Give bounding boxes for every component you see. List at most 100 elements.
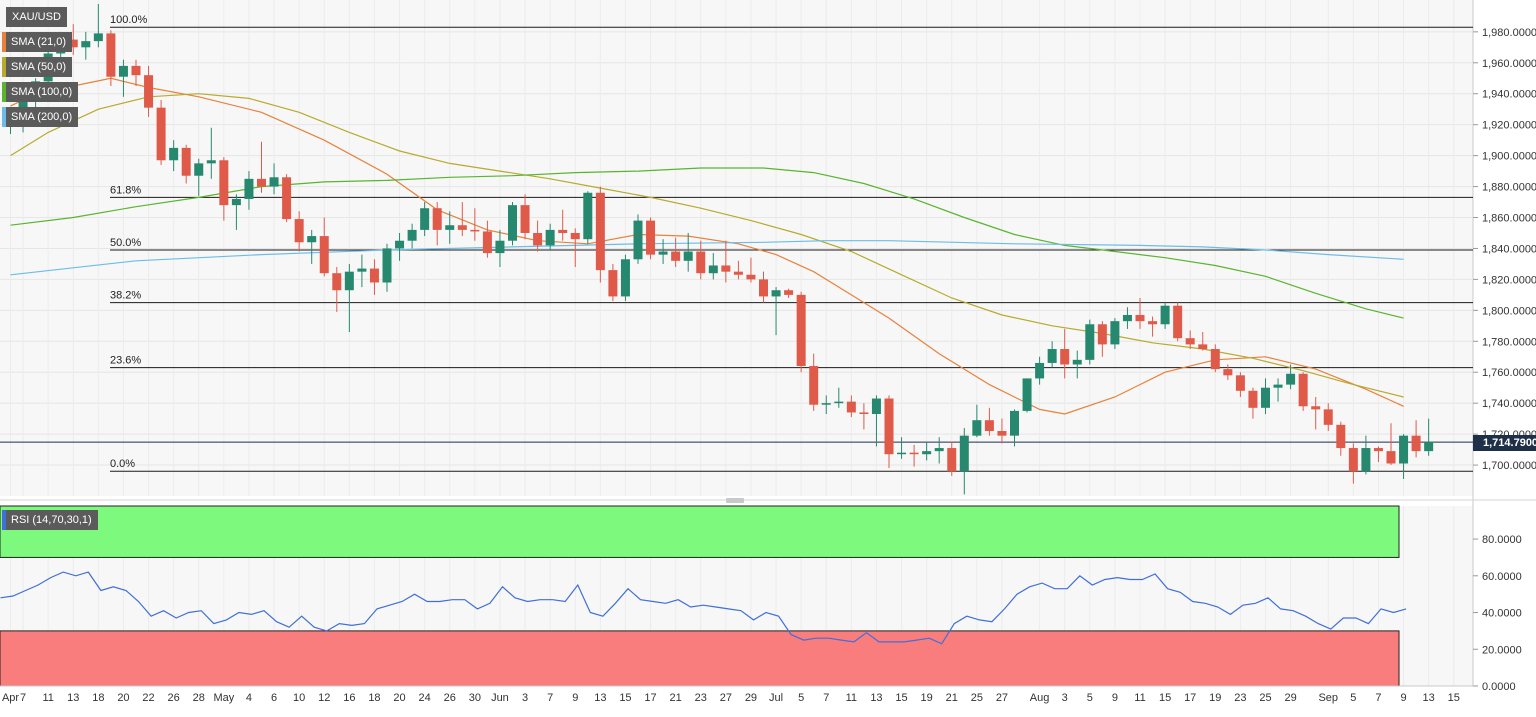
candle <box>1060 328 1070 379</box>
candle-body <box>1273 384 1283 388</box>
x-tick-label: 30 <box>469 692 481 704</box>
y-tick-label: 1,880.0000 <box>1482 182 1536 194</box>
candle-body <box>759 279 768 297</box>
candle-body <box>319 236 329 274</box>
candle <box>708 253 718 280</box>
sma200-line <box>10 240 1404 276</box>
x-tick-label: 23 <box>1234 692 1246 704</box>
candle <box>846 395 856 418</box>
candle <box>809 353 819 411</box>
candle-body <box>332 273 342 291</box>
sma-100-legend[interactable]: SMA (100,0) <box>2 82 79 102</box>
candle <box>696 240 706 280</box>
sma21-line <box>10 77 1404 415</box>
candle <box>1097 321 1107 357</box>
x-tick-label: 15 <box>1159 692 1171 704</box>
candle-body <box>206 160 216 164</box>
candle-body <box>1248 390 1258 408</box>
candle-body <box>1072 359 1082 365</box>
rsi-legend[interactable]: RSI (14,70,30,1) <box>2 510 98 530</box>
candle <box>1223 364 1233 380</box>
candle <box>144 65 154 117</box>
candle <box>407 223 417 249</box>
candle <box>1311 396 1321 430</box>
candle-body <box>746 274 756 280</box>
candle-body <box>369 268 379 283</box>
candle-body <box>1311 406 1321 410</box>
sma-200-legend[interactable]: SMA (200,0) <box>2 107 79 127</box>
x-tick-label: 29 <box>745 692 757 704</box>
candle-body <box>708 265 718 274</box>
x-tick-label: 7 <box>547 692 553 704</box>
candle <box>432 202 442 246</box>
x-tick-label: 11 <box>1134 692 1145 704</box>
candle-body <box>784 290 794 295</box>
candle <box>257 141 266 193</box>
candle <box>984 407 994 436</box>
candle <box>1424 418 1434 456</box>
candle-body <box>984 420 994 432</box>
candle <box>746 257 756 283</box>
candle <box>620 254 630 302</box>
x-tick-label: 21 <box>670 692 682 704</box>
sma-21-legend[interactable]: SMA (21,0) <box>2 32 73 52</box>
candle <box>470 208 480 241</box>
candle-body <box>1348 448 1358 472</box>
candle-body <box>219 160 229 206</box>
candle-body <box>81 41 91 48</box>
candle <box>169 140 179 172</box>
fib-level-label: 61.8% <box>110 184 141 196</box>
x-tick-label: 15 <box>619 692 631 704</box>
x-tick-label: 3 <box>522 692 528 704</box>
candle <box>445 211 455 244</box>
y-tick-label: 1,860.0000 <box>1482 213 1536 225</box>
rsi-line <box>0 571 1407 645</box>
candle <box>533 220 543 252</box>
candle-body <box>871 398 881 414</box>
candle-body <box>420 208 430 230</box>
candle-body <box>922 451 932 455</box>
x-tick-label: 19 <box>921 692 933 704</box>
fib-level-label: 100.0% <box>110 14 148 26</box>
candle <box>307 229 317 264</box>
candle-body <box>1122 314 1132 322</box>
candle-body <box>294 219 304 243</box>
rsi-oversold-zone <box>0 630 1400 687</box>
candle-body <box>771 290 781 297</box>
candle-body <box>1424 441 1434 452</box>
candle <box>1022 378 1032 413</box>
sma-50-legend[interactable]: SMA (50,0) <box>2 57 73 77</box>
candle <box>1361 435 1371 475</box>
pane-resize-handle <box>726 498 744 503</box>
candle-body <box>658 251 668 255</box>
x-tick-label: 18 <box>92 692 104 704</box>
candle-body <box>282 177 292 220</box>
fib-level-label: 38.2% <box>110 290 141 302</box>
candle-body <box>834 401 844 404</box>
x-tick-label: 9 <box>572 692 578 704</box>
candle-body <box>307 236 317 243</box>
candle-body <box>482 231 492 254</box>
candle <box>1399 434 1409 479</box>
x-tick-label: Aug <box>1030 692 1050 704</box>
sma50-line <box>10 93 1404 398</box>
x-tick-label: Sep <box>1318 692 1338 704</box>
symbol-label[interactable]: XAU/USD <box>6 7 67 27</box>
y-tick-label: 1,740.0000 <box>1482 398 1536 410</box>
x-tick-label: 27 <box>996 692 1008 704</box>
candle-body <box>533 232 543 246</box>
y-tick-label: 1,980.0000 <box>1482 27 1536 39</box>
candle-body <box>1022 378 1032 411</box>
candle <box>1348 443 1358 484</box>
candle-body <box>1235 375 1245 391</box>
sma-200-swatch <box>2 107 6 127</box>
x-tick-label: 5 <box>1350 692 1356 704</box>
candle-body <box>558 229 568 233</box>
candle-body <box>1373 448 1383 452</box>
rsi-label: RSI (14,70,30,1) <box>11 514 92 526</box>
y-tick-label: 1,940.0000 <box>1482 89 1536 101</box>
candle <box>369 259 379 295</box>
sma-21-label: SMA (21,0) <box>11 36 67 48</box>
candle <box>1386 423 1396 466</box>
candle <box>1323 403 1333 432</box>
